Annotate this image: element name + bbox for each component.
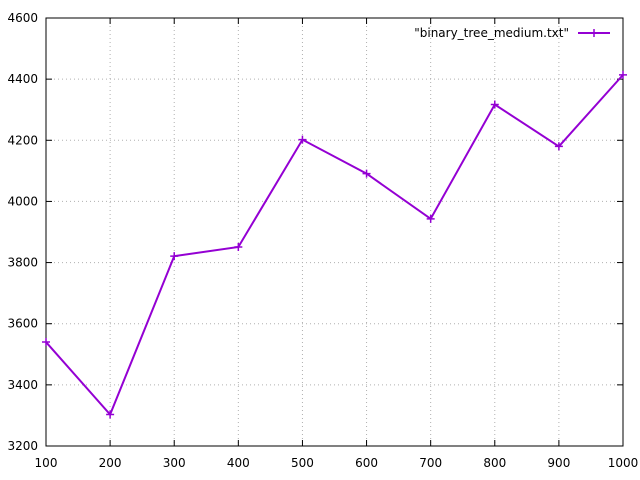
legend-label: "binary_tree_medium.txt" [414, 26, 569, 40]
x-tick-label: 300 [163, 456, 186, 470]
data-point [106, 410, 115, 419]
y-tick-label: 4200 [7, 133, 38, 147]
y-tick-label: 3200 [7, 439, 38, 453]
data-point [298, 135, 307, 144]
x-tick-label: 600 [355, 456, 378, 470]
data-point [42, 338, 50, 347]
x-tick-label: 100 [35, 456, 58, 470]
data-point [170, 252, 179, 261]
x-tick-label: 700 [419, 456, 442, 470]
x-tick-label: 800 [483, 456, 506, 470]
series-line [45, 74, 624, 417]
data-point [234, 242, 243, 251]
axis-ticks [45, 17, 624, 447]
x-tick-label: 500 [291, 456, 314, 470]
x-tick-label: 1000 [608, 456, 639, 470]
data-point [362, 169, 371, 178]
x-tick-label: 400 [227, 456, 250, 470]
data-point [426, 214, 435, 223]
y-tick-label: 3800 [7, 256, 38, 270]
y-tick-label: 4000 [7, 194, 38, 208]
y-tick-label: 4600 [7, 11, 38, 25]
data-point [619, 70, 627, 79]
plot-frame [45, 17, 624, 447]
y-tick-label: 3400 [7, 378, 38, 392]
data-point [554, 142, 563, 151]
series-group [42, 70, 627, 419]
tick-labels: 100 200 300 400 500 600 700 800 900 1000 3200 3400 3… [7, 11, 638, 470]
grid-lines [46, 18, 623, 446]
y-tick-label: 4400 [7, 72, 38, 86]
legend: "binary_tree_medium.txt" [414, 26, 610, 40]
x-tick-label: 900 [547, 456, 570, 470]
legend-marker [590, 29, 598, 37]
x-tick-label: 200 [99, 456, 122, 470]
y-tick-label: 3600 [7, 317, 38, 331]
data-point [490, 100, 499, 109]
